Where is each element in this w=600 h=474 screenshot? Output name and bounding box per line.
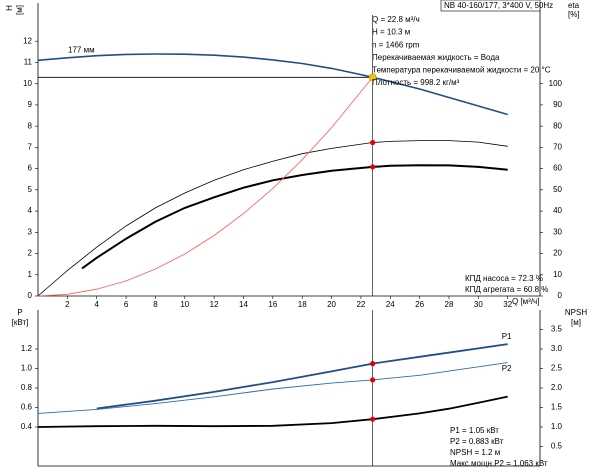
duty-point (370, 164, 376, 170)
efficiency-note: КПД насоса = 72.3 % (465, 274, 543, 283)
y-label-unit: [м] (15, 5, 24, 15)
duty-point (368, 73, 377, 82)
y-tick-label: 5 (28, 185, 33, 194)
curve-label: P2 (502, 364, 512, 373)
info-line: H = 10.3 м (372, 28, 410, 37)
y-tick-label: 4 (28, 206, 33, 215)
y2-tick-label: 0 (558, 291, 563, 300)
x-tick-label: 10 (180, 300, 189, 309)
efficiency-note: КПД агрегата = 60.8 % (465, 285, 548, 294)
info-line: P1 = 1.05 кВт (450, 426, 499, 435)
curve (37, 395, 508, 428)
y2-label-unit: [м] (571, 318, 581, 327)
y-tick-label: 11 (24, 58, 33, 67)
x-tick-label: 18 (298, 300, 307, 309)
y2-label: eta (568, 1, 580, 10)
y-tick-label: 0.8 (21, 383, 33, 392)
y-tick-label: 2 (28, 249, 33, 258)
info-line: Q = 22.8 м³/ч (372, 15, 420, 24)
x-tick-label: 14 (239, 300, 248, 309)
curve (96, 343, 508, 410)
y2-tick-label: 100 (549, 79, 563, 88)
x-tick-label: 22 (356, 300, 365, 309)
y-tick-label: 0.6 (21, 403, 33, 412)
curve (37, 77, 374, 297)
curve (37, 362, 508, 414)
x-tick-label: 4 (94, 300, 99, 309)
duty-point (370, 377, 376, 383)
y-tick-label: 12 (23, 36, 32, 45)
y2-tick-label: 2.5 (551, 364, 563, 373)
y-tick-label: 1 (28, 270, 33, 279)
chart-title: NB 40-160/177, 3*400 V, 50Hz (444, 1, 553, 10)
info-line: Температура перекачиваемой жидкости = 20… (372, 66, 551, 75)
y2-tick-label: 3.5 (551, 325, 563, 334)
y-label: H (5, 5, 14, 11)
y2-tick-label: 40 (553, 206, 562, 215)
x-label: Q [м³/ч] (512, 297, 539, 306)
curve-label: 177 мм (68, 45, 95, 54)
info-line: n = 1466 rpm (372, 40, 420, 49)
y2-tick-label: 80 (553, 121, 562, 130)
y-tick-label: 7 (28, 142, 33, 151)
y2-label-unit: [%] (568, 10, 580, 19)
y2-tick-label: 30 (553, 227, 562, 236)
y2-tick-label: 1.5 (551, 403, 563, 412)
y2-tick-label: 10 (553, 270, 562, 279)
x-tick-label: 16 (268, 300, 277, 309)
duty-point (370, 139, 376, 146)
y2-tick-label: 60 (553, 164, 562, 173)
y2-tick-label: 90 (553, 100, 562, 109)
curve-label: P1 (502, 332, 512, 341)
info-line: Плотность = 998.2 кг/м³ (372, 78, 460, 87)
y2-tick-label: 1.0 (551, 422, 563, 431)
y2-label: NPSH (565, 308, 587, 317)
info-line: Макс.мощн.P2 = 1.063 кВт (450, 459, 548, 468)
info-line: P2 = 0.883 кВт (450, 437, 504, 446)
x-tick-label: 32 (503, 300, 512, 309)
curve (37, 140, 508, 297)
y2-tick-label: 20 (553, 249, 562, 258)
y-tick-label: 8 (28, 121, 33, 130)
x-tick-label: 8 (153, 300, 158, 309)
title-box (440, 0, 541, 12)
x-tick-label: 26 (415, 300, 424, 309)
x-tick-label: 24 (386, 300, 395, 309)
y-tick-label: 1.2 (21, 344, 33, 353)
y-tick-label: 6 (28, 164, 33, 173)
y2-tick-label: 70 (553, 142, 562, 151)
y2-tick-label: 50 (553, 185, 562, 194)
curve (37, 53, 508, 116)
y-label-unit: [кВт] (12, 318, 29, 327)
y-tick-label: 0.4 (21, 422, 33, 431)
x-tick-label: 28 (445, 300, 454, 309)
y-tick-label: 10 (23, 79, 32, 88)
x-tick-label: 2 (65, 300, 70, 309)
y2-tick-label: 0.5 (551, 442, 563, 451)
info-line: Перекачиваемая жидкость = Вода (372, 53, 500, 62)
y-tick-label: 1.0 (21, 364, 33, 373)
y-tick-label: 3 (28, 227, 33, 236)
y-tick-label: 9 (28, 100, 33, 109)
y2-tick-label: 3.0 (551, 344, 563, 353)
y2-tick-label: 2.0 (551, 383, 563, 392)
x-tick-label: 30 (474, 300, 483, 309)
curve (81, 164, 508, 270)
info-line: NPSH = 1.2 м (450, 448, 500, 457)
y-label: P (17, 308, 22, 317)
x-tick-label: 20 (327, 300, 336, 309)
y-tick-label: 0 (28, 291, 33, 300)
duty-point (370, 416, 376, 422)
duty-point (370, 361, 376, 367)
x-tick-label: 12 (210, 300, 219, 309)
x-tick-label: 6 (124, 300, 129, 309)
